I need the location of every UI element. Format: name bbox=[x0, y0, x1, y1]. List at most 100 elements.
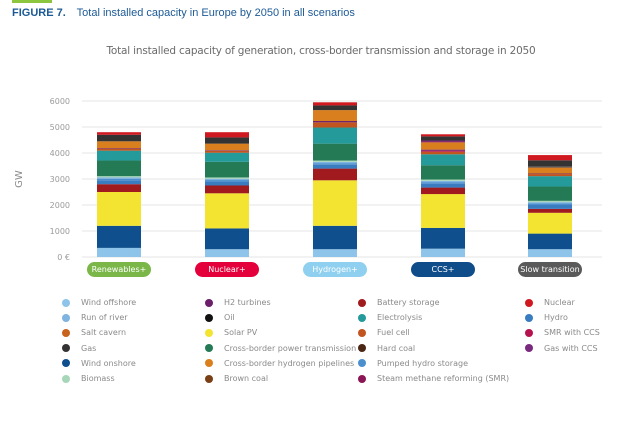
legend-label: Solar PV bbox=[224, 328, 258, 338]
bar-segment-cross-border-hydrogen-pipelines bbox=[205, 143, 249, 151]
legend-item: Wind onshore bbox=[62, 359, 136, 368]
bar-segment-pumped-hydro-storage bbox=[421, 182, 465, 184]
y-tick-label: 1000 bbox=[50, 227, 70, 236]
scenario-button-renewables-[interactable]: Renewables+ bbox=[87, 262, 151, 277]
legend-swatch-icon bbox=[525, 328, 533, 337]
legend-item: Salt cavern bbox=[62, 328, 126, 337]
bar-segment-solar-pv bbox=[205, 193, 249, 229]
legend-item: Steam methane reforming (SMR) bbox=[358, 374, 509, 383]
bar-segment-wind-offshore bbox=[313, 249, 357, 257]
bar-segment-nuclear bbox=[528, 155, 572, 161]
bar-segment-smr-with-ccs bbox=[421, 150, 465, 152]
bar-segment-wind-offshore bbox=[97, 247, 141, 257]
bar-segment-steam-methane-reforming-smr- bbox=[421, 141, 465, 143]
legend-label: Cross-border power transmission bbox=[224, 343, 357, 353]
bar-segment-run-of-river bbox=[528, 202, 572, 204]
bar-segment-electrolysis bbox=[313, 127, 357, 144]
bar-segment-battery-storage bbox=[205, 185, 249, 194]
legend-label: Brown coal bbox=[224, 374, 269, 383]
figure-accent-rule bbox=[12, 0, 52, 3]
bar-segment-solar-pv bbox=[313, 180, 357, 226]
bar-segment-hydro bbox=[97, 180, 141, 185]
legend-label: Hydro bbox=[544, 313, 568, 323]
legend-label: Gas bbox=[81, 343, 97, 353]
legend-swatch-icon bbox=[62, 328, 70, 337]
legend-item: Cross-border hydrogen pipelines bbox=[205, 359, 354, 368]
bar-segment-biomass bbox=[528, 200, 572, 203]
bar-segment-cross-border-hydrogen-pipelines bbox=[421, 142, 465, 150]
bar-segment-electrolysis bbox=[528, 176, 572, 187]
bar-segment-h2-turbines bbox=[313, 121, 357, 123]
legend-swatch-icon bbox=[525, 313, 533, 322]
legend-swatch-icon bbox=[62, 298, 70, 307]
bar-segment-fuel-cell bbox=[528, 174, 572, 177]
legend-label: Gas with CCS bbox=[544, 343, 598, 353]
bar-segment-fuel-cell bbox=[421, 151, 465, 155]
bar-segment-fuel-cell bbox=[97, 148, 141, 151]
legend-swatch-icon bbox=[62, 313, 70, 322]
legend-label: Biomass bbox=[81, 374, 115, 383]
scenario-button-ccs-[interactable]: CCS+ bbox=[411, 262, 475, 277]
bar-segment-fuel-cell bbox=[313, 122, 357, 128]
bar-segment-nuclear bbox=[421, 134, 465, 137]
bar-segment-wind-onshore bbox=[205, 228, 249, 250]
bar-segment-pumped-hydro-storage bbox=[97, 178, 141, 181]
bar-segment-nuclear bbox=[313, 102, 357, 106]
bar-segment-cross-border-power-transmission bbox=[205, 161, 249, 178]
legend-item: Brown coal bbox=[205, 374, 268, 383]
legend-item: Battery storage bbox=[358, 298, 440, 307]
bar-segment-h2-turbines bbox=[421, 149, 465, 151]
scenario-button-slow-transition[interactable]: Slow transition bbox=[518, 262, 582, 277]
legend-item: Cross-border power transmission bbox=[205, 344, 356, 353]
bar-segment-gas bbox=[528, 160, 572, 167]
legend-label: Steam methane reforming (SMR) bbox=[377, 374, 510, 383]
legend-label: Electrolysis bbox=[377, 313, 423, 323]
bar-segment-wind-onshore bbox=[528, 233, 572, 250]
scenario-button-hydrogen-[interactable]: Hydrogen+ bbox=[303, 262, 367, 277]
legend-swatch-icon bbox=[205, 359, 213, 368]
legend-label: Salt cavern bbox=[81, 328, 127, 338]
bar-segment-run-of-river bbox=[97, 177, 141, 179]
legend-swatch-icon bbox=[205, 374, 213, 383]
legend-item: Run of river bbox=[62, 313, 128, 322]
legend-label: Wind onshore bbox=[81, 358, 136, 368]
legend-item: Wind offshore bbox=[62, 298, 136, 307]
legend-swatch-icon bbox=[358, 344, 366, 353]
bar-segment-wind-onshore bbox=[421, 227, 465, 249]
legend-swatch-icon bbox=[205, 298, 213, 307]
legend-swatch-icon bbox=[358, 374, 366, 383]
scenario-button-nuclear-[interactable]: Nuclear+ bbox=[195, 262, 259, 277]
legend-item: Hard coal bbox=[358, 344, 415, 353]
legend-label: Cross-border hydrogen pipelines bbox=[224, 358, 355, 368]
bar-segment-hydro bbox=[421, 183, 465, 188]
legend-item: Nuclear bbox=[525, 298, 575, 307]
bar-segment-pumped-hydro-storage bbox=[313, 163, 357, 165]
bar-segment-fuel-cell bbox=[205, 150, 249, 153]
bar-segment-run-of-river bbox=[313, 161, 357, 164]
legend-label: Nuclear bbox=[544, 298, 575, 307]
legend-label: Oil bbox=[224, 313, 235, 323]
legend-item: Electrolysis bbox=[358, 313, 422, 322]
bar-segment-cross-border-hydrogen-pipelines bbox=[97, 141, 141, 149]
bar-segment-cross-border-hydrogen-pipelines bbox=[528, 167, 572, 174]
bar-segment-brown-coal bbox=[528, 167, 572, 168]
bar-segment-battery-storage bbox=[421, 187, 465, 195]
stacked-bar-chart: 0 € 1000 2000 3000 4000 5000 6000 GW bbox=[14, 97, 602, 262]
bar-segment-wind-onshore bbox=[313, 225, 357, 250]
figure-number: FIGURE 7. bbox=[12, 7, 66, 19]
y-tick-label: 2000 bbox=[50, 201, 70, 210]
legend-label: Wind offshore bbox=[81, 298, 137, 307]
legend-item: Gas with CCS bbox=[525, 344, 598, 353]
legend-item: H2 turbines bbox=[205, 298, 271, 307]
bar-segment-hydro bbox=[528, 205, 572, 209]
y-axis-label: GW bbox=[14, 170, 25, 188]
bar-segment-gas bbox=[421, 136, 465, 141]
bar-segment-wind-onshore bbox=[97, 225, 141, 248]
legend-swatch-icon bbox=[205, 344, 213, 353]
bar-segment-wind-offshore bbox=[205, 249, 249, 257]
legend-swatch-icon bbox=[62, 359, 70, 368]
legend-swatch-icon bbox=[525, 298, 533, 307]
bar-segment-run-of-river bbox=[421, 180, 465, 183]
bar-segment-hydro bbox=[205, 181, 249, 186]
legend-label: Fuel cell bbox=[377, 328, 410, 338]
